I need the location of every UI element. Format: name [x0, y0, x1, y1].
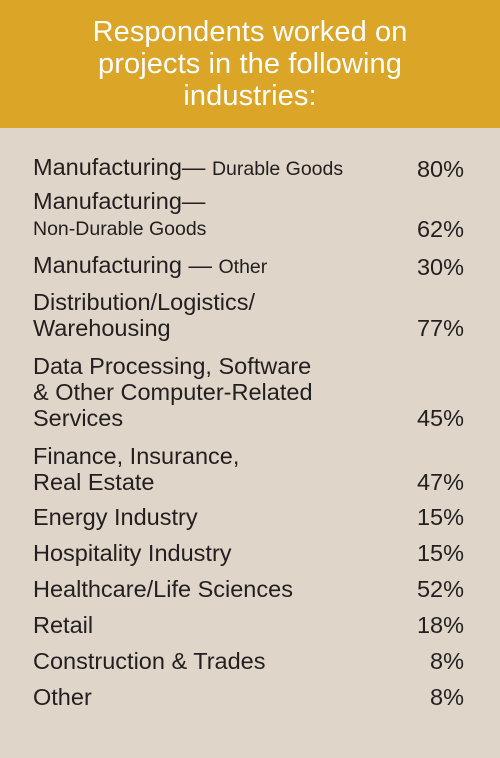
table-header: Respondents worked on projects in the fo…	[0, 0, 500, 128]
row-label-sub: Durable Goods	[211, 158, 344, 180]
row-value: 8%	[430, 684, 464, 710]
table-row: Distribution/Logistics/ Warehousing 77%	[33, 284, 467, 347]
table-row: Manufacturing— Non-Durable Goods 62%	[33, 184, 467, 248]
row-label: Construction & Trades	[33, 648, 266, 674]
row-value: 80%	[416, 156, 464, 182]
row-value: 30%	[416, 254, 464, 280]
row-value: 45%	[416, 405, 464, 431]
industry-rows: Manufacturing— Durable Goods 80% Manufac…	[33, 148, 467, 716]
table-title: Respondents worked on projects in the fo…	[92, 16, 408, 112]
row-label: Data Processing, Software & Other Comput…	[33, 353, 313, 431]
table-row: Construction & Trades 8%	[33, 644, 467, 680]
table-row: Manufacturing — Other 30%	[33, 248, 467, 284]
row-value: 52%	[416, 576, 464, 602]
row-label: Distribution/Logistics/ Warehousing	[33, 289, 256, 341]
table-row: Retail 18%	[33, 608, 467, 644]
table-row: Other 8%	[33, 680, 467, 716]
row-label: Finance, Insurance, Real Estate	[33, 443, 240, 495]
row-label: Energy Industry	[33, 504, 198, 530]
row-label-main: Manufacturing—	[33, 154, 212, 180]
row-value: 15%	[416, 540, 464, 566]
row-label: Retail	[33, 612, 94, 638]
row-value: 8%	[430, 648, 464, 674]
row-value: 77%	[416, 315, 464, 341]
table-row: Healthcare/Life Sciences 52%	[33, 572, 467, 608]
row-label: Other	[33, 684, 92, 710]
row-value: 15%	[416, 504, 464, 530]
row-label-sub: Other	[218, 256, 268, 278]
row-value: 62%	[416, 216, 464, 242]
row-label-main: Manufacturing —	[33, 252, 219, 278]
table-row: Finance, Insurance, Real Estate 47%	[33, 437, 467, 500]
table-row: Manufacturing— Durable Goods 80%	[33, 148, 467, 184]
row-label: Manufacturing— Non-Durable Goods	[33, 188, 206, 242]
table-row: Energy Industry 15%	[33, 500, 467, 536]
row-label: Manufacturing — Other	[33, 252, 267, 280]
row-label-main: Manufacturing—	[33, 188, 206, 214]
row-label: Hospitality Industry	[33, 540, 232, 566]
row-label-sub: Non-Durable Goods	[33, 218, 207, 240]
row-label: Healthcare/Life Sciences	[33, 576, 293, 602]
row-value: 18%	[416, 612, 464, 638]
row-value: 47%	[416, 469, 464, 495]
table-row: Data Processing, Software & Other Comput…	[33, 347, 467, 437]
table-row: Hospitality Industry 15%	[33, 536, 467, 572]
row-label: Manufacturing— Durable Goods	[33, 154, 343, 182]
